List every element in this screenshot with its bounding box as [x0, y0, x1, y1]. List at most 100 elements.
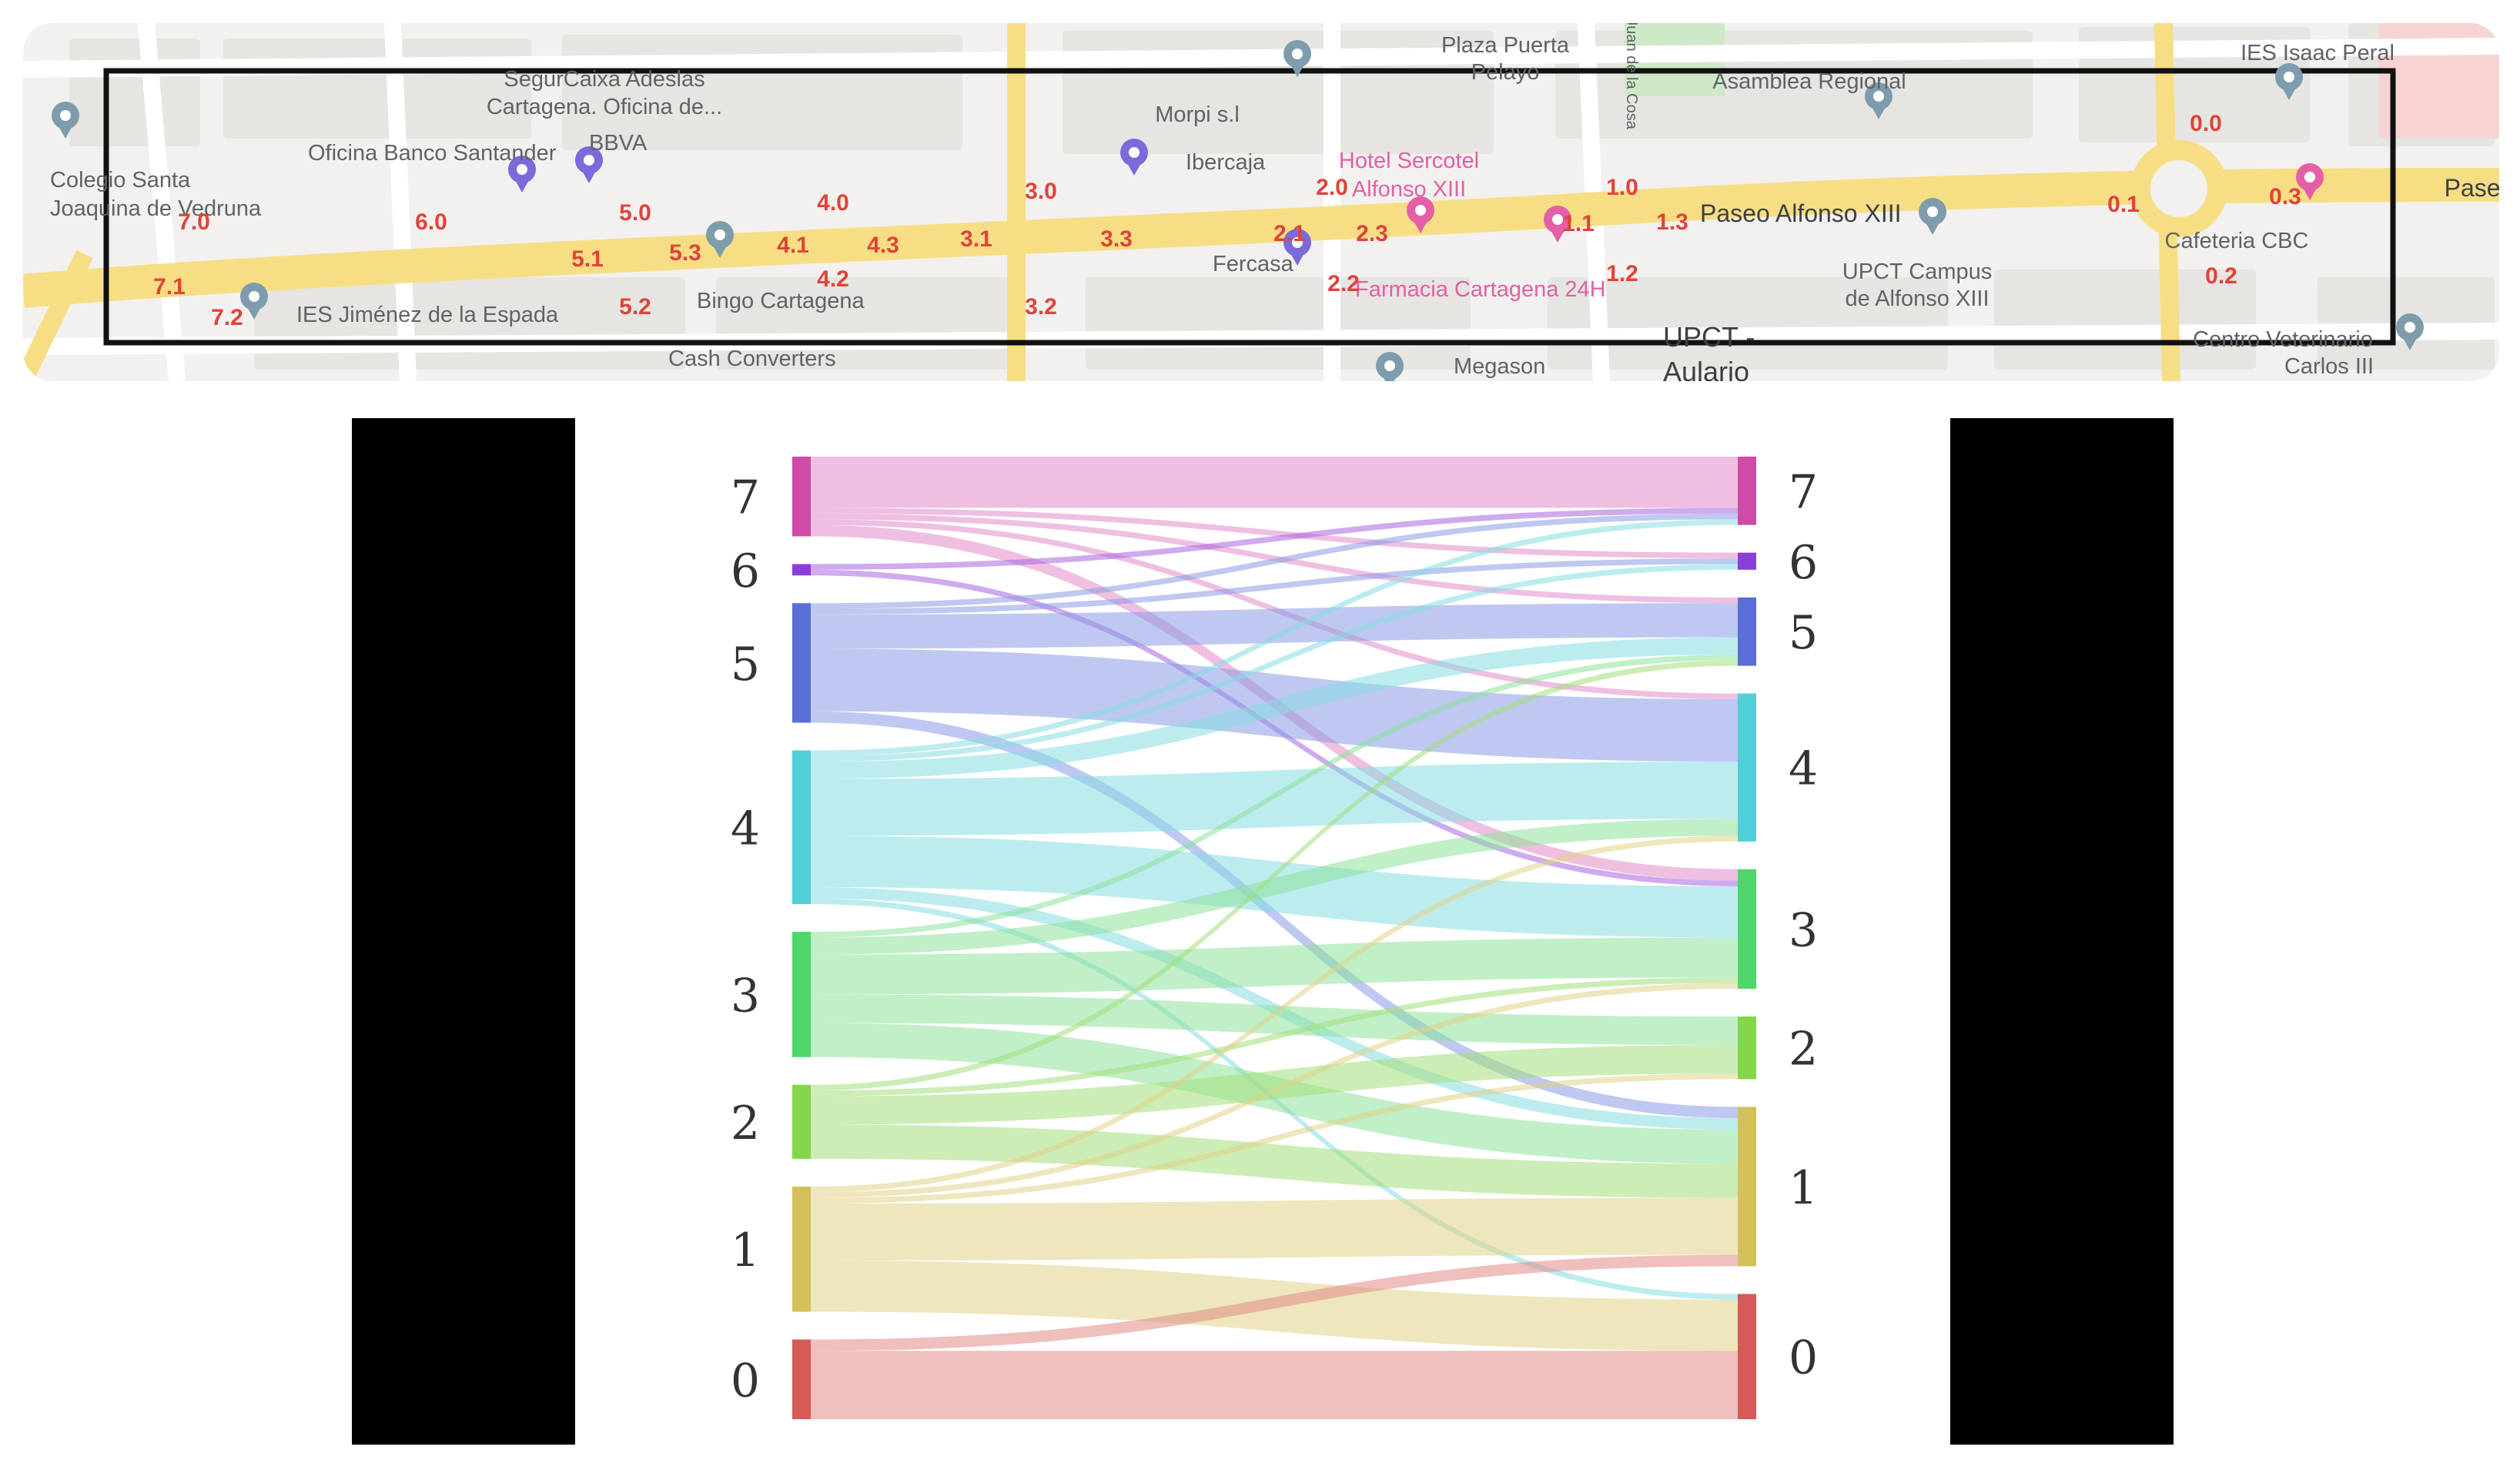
- map-pin-icon: [1283, 229, 1311, 266]
- place-label: Cafeteria CBC: [2165, 229, 2309, 253]
- place-label: Cash Converters: [668, 347, 836, 371]
- place-label: Asamblea Regional: [1712, 69, 1906, 94]
- sankey-link-6-to-7: [811, 507, 1738, 570]
- sankey-link-7-to-6: [811, 507, 1738, 559]
- place-label: Hotel Sercotel: [1339, 149, 1479, 173]
- segment-label: 0.1: [2107, 192, 2140, 217]
- map-pin-icon: [1283, 40, 1311, 77]
- sankey-link-1-to-4: [811, 835, 1738, 1193]
- right-node-label: 6: [1789, 536, 1818, 590]
- map-pin-icon: [1120, 139, 1148, 176]
- sankey-link-4-to-6: [811, 564, 1738, 762]
- segment-label: 7.1: [153, 274, 186, 300]
- place-label: Megason: [1454, 354, 1545, 379]
- map-pin-icon: [1865, 82, 1893, 119]
- sankey-link-5-to-5: [811, 603, 1738, 649]
- left-node-5: [792, 603, 811, 723]
- place-label: Farmacia Cartagena 24H: [1355, 277, 1606, 302]
- place-label: Morpi s.l: [1155, 102, 1240, 127]
- place-label: SegurCaixa Adeslas: [504, 67, 704, 92]
- left-node-label: 3: [731, 969, 760, 1023]
- right-node-4: [1738, 693, 1756, 842]
- right-node-label: 3: [1789, 903, 1818, 957]
- map-pins: [52, 40, 2424, 381]
- place-label: IES Jiménez de la Espada: [296, 303, 559, 327]
- right-node-6: [1738, 552, 1756, 570]
- right-node-1: [1738, 1107, 1756, 1267]
- place-labels: SegurCaixa Adeslas Cartagena. Oficina de.…: [50, 23, 2499, 381]
- right-node-5: [1738, 597, 1756, 666]
- segment-label: 3.1: [960, 226, 992, 252]
- right-node-label: 1: [1789, 1161, 1818, 1215]
- map-pin-icon: [1544, 206, 1571, 243]
- map-pin-icon: [508, 156, 536, 193]
- sankey-link-5-to-6: [811, 558, 1738, 615]
- right-node-0: [1738, 1294, 1756, 1419]
- place-label: Colegio Santa: [50, 168, 191, 193]
- map-canvas: SegurCaixa Adeslas Cartagena. Oficina de.…: [23, 23, 2499, 381]
- map-pin-icon: [2296, 163, 2324, 200]
- sankey-link-0-to-1: [811, 1254, 1738, 1351]
- right-node-label: 2: [1789, 1023, 1818, 1077]
- segment-label: 1.0: [1606, 175, 1638, 200]
- right-node-2: [1738, 1016, 1756, 1080]
- segment-label: 7.0: [178, 209, 210, 235]
- sankey-link-1-to-3: [811, 983, 1738, 1198]
- sankey-diagram: 7 6 5 4 3 2 1 0 7 6 5 4 3 2 1 0: [731, 457, 1818, 1419]
- segment-label: 3.3: [1100, 226, 1133, 252]
- street-map: SegurCaixa Adeslas Cartagena. Oficina de.…: [23, 23, 2499, 381]
- left-node-3: [792, 932, 811, 1057]
- segment-label: 4.1: [777, 233, 809, 258]
- segment-label: 5.1: [571, 246, 604, 272]
- segment-label: 6.0: [415, 209, 447, 235]
- left-node-label: 7: [731, 471, 760, 525]
- segment-label: 4.3: [867, 233, 899, 258]
- segment-label: 2.3: [1356, 221, 1388, 246]
- place-label: Paseo Alfonso XIII: [1700, 199, 1902, 227]
- right-node-label: 0: [1789, 1331, 1818, 1385]
- left-node-2: [792, 1084, 811, 1159]
- left-node-0: [792, 1339, 811, 1419]
- sankey-link-7-to-5: [811, 513, 1738, 604]
- map-pin-icon: [1376, 352, 1404, 381]
- right-node-label: 7: [1789, 465, 1818, 519]
- place-label: Bingo Cartagena: [697, 289, 865, 313]
- segment-label: 1.1: [1562, 211, 1595, 236]
- sankey-link-5-to-1: [811, 711, 1738, 1119]
- place-label: BBVA: [589, 131, 648, 156]
- sankey-link-1-to-1: [811, 1197, 1738, 1261]
- segment-label: 4.2: [817, 266, 849, 292]
- right-node-label: 5: [1789, 606, 1818, 660]
- place-label: Joaquina de Vedruna: [50, 196, 262, 221]
- sankey-link-2-to-1: [811, 1124, 1738, 1198]
- sankey-link-3-to-5: [811, 654, 1738, 938]
- place-label: UPCT -: [1663, 321, 1755, 353]
- selection-rectangle: [103, 68, 2396, 346]
- left-node-label: 6: [731, 544, 760, 598]
- place-label: Calle Juan de la Cosa: [1623, 23, 1640, 130]
- segment-label: 0.2: [2205, 263, 2237, 289]
- place-label: Aulario: [1663, 356, 1749, 381]
- place-label: Cartagena. Oficina de...: [487, 95, 722, 119]
- segment-label: 4.0: [817, 190, 849, 216]
- sankey-link-4-to-5: [811, 637, 1738, 779]
- left-node-label: 1: [731, 1224, 760, 1278]
- place-label: Centro Veterinario: [2193, 327, 2373, 352]
- place-label: IES Isaac Peral: [2241, 41, 2395, 65]
- left-node-1: [792, 1186, 811, 1312]
- sankey-link-7-to-7: [811, 457, 1738, 508]
- segment-label: 5.3: [669, 240, 701, 266]
- sankey-labels: 7 6 5 4 3 2 1 0 7 6 5 4 3 2 1 0: [731, 465, 1818, 1408]
- roundabout: [2130, 140, 2227, 237]
- map-pin-icon: [2396, 313, 2424, 350]
- place-label: Paseo: [2445, 174, 2499, 202]
- left-node-label: 2: [731, 1097, 760, 1150]
- map-pin-icon: [2275, 63, 2303, 100]
- place-label: Pelayo: [1471, 60, 1540, 85]
- segment-label: 5.2: [619, 294, 651, 320]
- place-label: de Alfonso XIII: [1845, 286, 1989, 311]
- map-pin-icon: [706, 221, 734, 258]
- left-node-7: [792, 457, 811, 537]
- segment-label: 1.2: [1606, 261, 1638, 286]
- sankey-links: [811, 457, 1738, 1419]
